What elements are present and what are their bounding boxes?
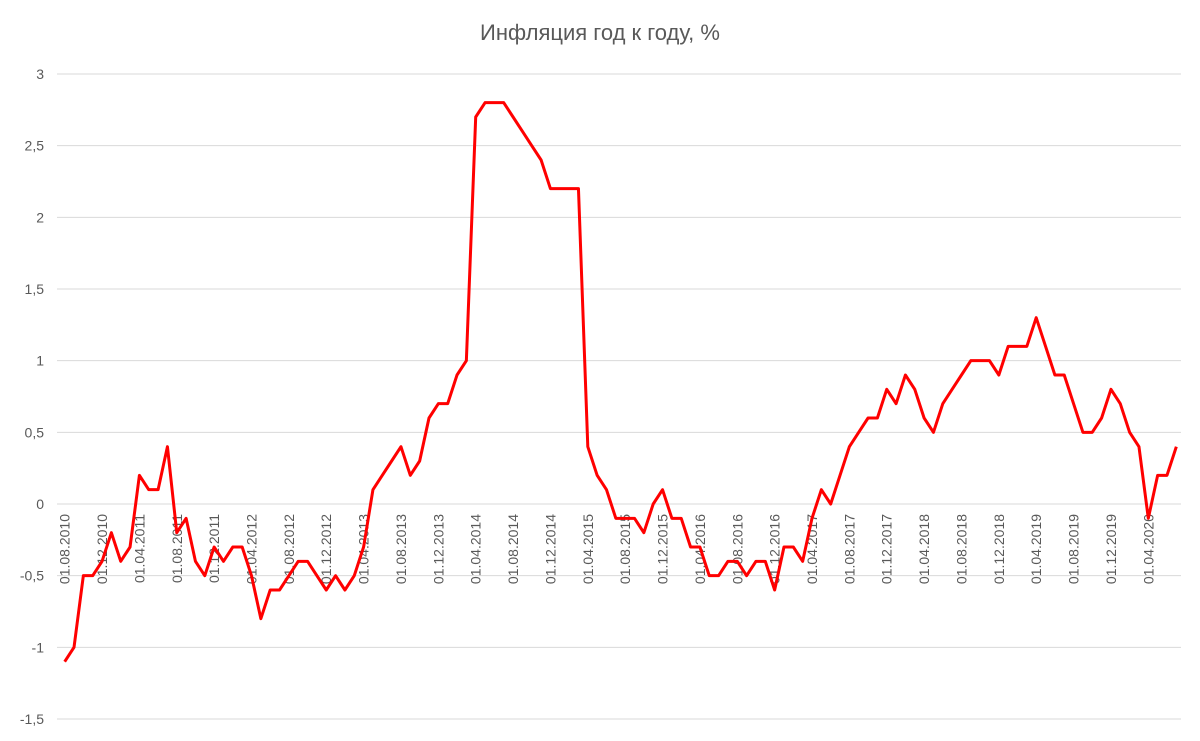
x-tick-label: 01.04.2015 bbox=[580, 514, 596, 584]
y-tick-label: 0 bbox=[36, 496, 44, 512]
y-tick-label: -1,5 bbox=[20, 711, 44, 727]
x-tick-label: 01.08.2019 bbox=[1066, 514, 1082, 584]
x-tick-label: 01.04.2019 bbox=[1028, 514, 1044, 584]
y-tick-label: -1 bbox=[32, 639, 45, 655]
x-tick-label: 01.12.2013 bbox=[430, 514, 446, 584]
line-series bbox=[63, 101, 1178, 663]
x-tick-label: 01.08.2016 bbox=[729, 514, 745, 584]
x-tick-label: 01.12.2014 bbox=[542, 514, 558, 584]
y-tick-label: 1 bbox=[36, 353, 44, 369]
y-tick-label: 3 bbox=[36, 66, 44, 82]
y-tick-label: 1,5 bbox=[25, 281, 45, 297]
x-tick-label: 01.04.2011 bbox=[131, 514, 147, 583]
x-tick-label: 01.08.2010 bbox=[57, 514, 73, 584]
x-tick-label: 01.12.2019 bbox=[1103, 514, 1119, 584]
x-tick-label: 01.12.2017 bbox=[879, 514, 895, 584]
x-tick-label: 01.08.2013 bbox=[393, 514, 409, 584]
x-tick-label: 01.08.2015 bbox=[617, 514, 633, 584]
x-tick-label: 01.04.2020 bbox=[1140, 514, 1156, 584]
y-tick-label: 2,5 bbox=[25, 138, 45, 154]
x-tick-label: 01.12.2018 bbox=[991, 514, 1007, 584]
y-tick-label: 0,5 bbox=[25, 424, 45, 440]
chart-title: Инфляция год к году, % bbox=[480, 20, 720, 45]
y-tick-label: 2 bbox=[36, 209, 44, 225]
x-tick-label: 01.08.2017 bbox=[841, 514, 857, 584]
y-tick-label: -0,5 bbox=[20, 568, 44, 584]
x-tick-label: 01.04.2014 bbox=[468, 514, 484, 584]
x-tick-label: 01.12.2015 bbox=[655, 514, 671, 584]
x-tick-label: 01.08.2011 bbox=[169, 514, 185, 583]
x-tick-label: 01.04.2018 bbox=[916, 514, 932, 584]
x-tick-label: 01.08.2012 bbox=[281, 514, 297, 584]
x-tick-label: 01.08.2018 bbox=[953, 514, 969, 584]
x-tick-label: 01.08.2014 bbox=[505, 514, 521, 584]
x-tick-label: 01.12.2012 bbox=[318, 514, 334, 584]
